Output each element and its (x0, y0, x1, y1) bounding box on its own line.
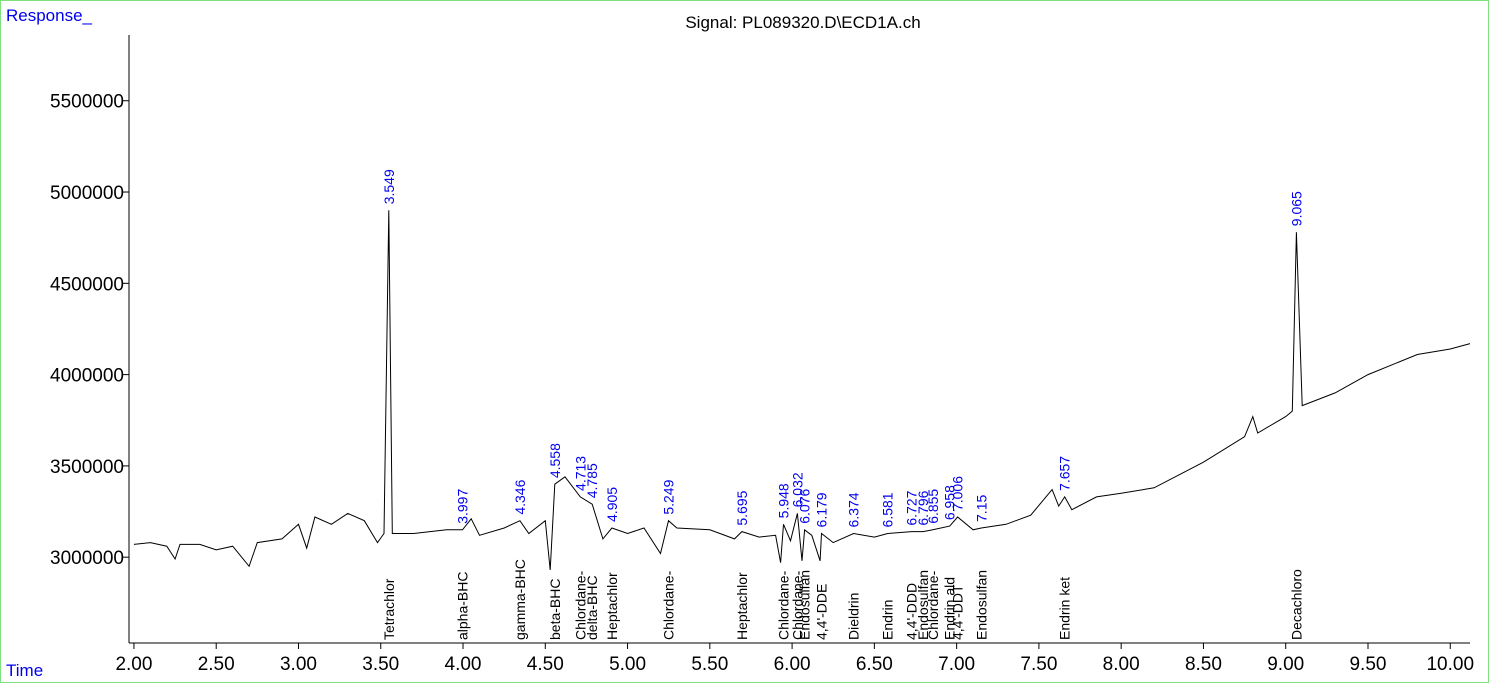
peak-name-label: 4,4'-DDD (904, 583, 920, 640)
peak-retention-label: 5.948 (776, 483, 792, 518)
peak-retention-label: 5.249 (661, 479, 677, 514)
peak-retention-label: 4.905 (604, 487, 620, 522)
peak-retention-label: 6.032 (789, 472, 805, 507)
y-tick-label: 3500000 (50, 457, 124, 478)
x-tick-label: 8.00 (1103, 654, 1140, 675)
peak-retention-label: 9.065 (1288, 191, 1304, 226)
x-tick-label: 10.00 (1426, 654, 1474, 675)
peak-name-label: Heptachlor (604, 572, 620, 640)
x-axis-label: Time (6, 661, 43, 680)
peak-name-label: 4,4'-DDE (814, 584, 830, 640)
chart-title: Signal: PL089320.D\ECD1A.ch (685, 13, 920, 32)
peak-retention-label: 4.558 (547, 443, 563, 478)
peak-retention-label: 7.657 (1057, 456, 1073, 491)
peak-name-label: Endosulfan (797, 570, 813, 640)
x-tick-label: 7.00 (938, 654, 975, 675)
peak-name-label: Tetrachlor (381, 578, 397, 640)
x-tick-label: 5.50 (691, 654, 728, 675)
peak-name-label: Endosulfan (973, 570, 989, 640)
peak-name-label: delta-BHC (584, 575, 600, 640)
peak-name-label: Decachloro (1288, 569, 1304, 640)
peak-retention-label: 4.785 (584, 463, 600, 498)
peak-retention-label: 4.346 (512, 479, 528, 514)
x-tick-label: 4.50 (527, 654, 564, 675)
peak-retention-label: 6.374 (846, 492, 862, 527)
peak-name-label: Endrin ald (942, 577, 958, 640)
y-tick-label: 5500000 (50, 92, 124, 113)
peak-name-label: Endosulfan (915, 570, 931, 640)
x-tick-label: 2.00 (115, 654, 152, 675)
peak-retention-label: 6.076 (797, 489, 813, 524)
peak-retention-label: 6.958 (942, 485, 958, 520)
y-tick-label: 4500000 (50, 274, 124, 295)
peak-retention-label: 7.15 (973, 495, 989, 522)
peak-name-label: Chlordane- (925, 570, 941, 640)
y-tick-label: 3000000 (50, 548, 124, 569)
peak-retention-label: 5.695 (734, 490, 750, 525)
peak-name-label: Chlordane- (572, 570, 588, 640)
peak-name-label: Chlordane- (789, 570, 805, 640)
signal-trace (133, 210, 1471, 571)
peak-name-label: Dieldrin (846, 593, 862, 640)
peak-retention-label: 6.179 (814, 492, 830, 527)
peak-name-label: Chlordane- (661, 570, 677, 640)
peak-name-label: Chlordane- (776, 570, 792, 640)
y-axis-label: Response_ (6, 6, 93, 25)
x-tick-label: 5.00 (609, 654, 646, 675)
peak-retention-label: 6.855 (925, 489, 941, 524)
x-tick-label: 8.50 (1185, 654, 1222, 675)
peak-retention-label: 3.997 (455, 489, 471, 524)
peak-retention-label: 3.549 (381, 169, 397, 204)
y-tick-label: 5000000 (50, 183, 124, 204)
x-tick-label: 2.50 (198, 654, 235, 675)
peak-name-label: beta-BHC (547, 579, 563, 640)
x-tick-label: 4.00 (445, 654, 482, 675)
peak-retention-label: 7.006 (950, 476, 966, 511)
x-tick-label: 9.50 (1349, 654, 1386, 675)
peak-retention-label: 6.581 (880, 492, 896, 527)
peak-retention-label: 6.727 (904, 490, 920, 525)
x-tick-label: 3.00 (280, 654, 317, 675)
x-tick-label: 9.00 (1267, 654, 1304, 675)
peak-name-label: Endrin (880, 600, 896, 640)
peak-name-label: 4,4'-DDT (950, 584, 966, 640)
peak-name-label: Heptachlor (734, 572, 750, 640)
x-tick-label: 7.50 (1020, 654, 1057, 675)
peak-name-label: gamma-BHC (512, 559, 528, 640)
peak-retention-label: 4.713 (572, 456, 588, 491)
x-tick-label: 6.00 (774, 654, 811, 675)
peak-retention-label: 6.796 (915, 490, 931, 525)
peak-name-label: Endrin ket (1057, 577, 1073, 640)
x-tick-label: 3.50 (362, 654, 399, 675)
peak-name-label: alpha-BHC (455, 572, 471, 640)
x-tick-label: 6.50 (856, 654, 893, 675)
y-tick-label: 4000000 (50, 366, 124, 387)
